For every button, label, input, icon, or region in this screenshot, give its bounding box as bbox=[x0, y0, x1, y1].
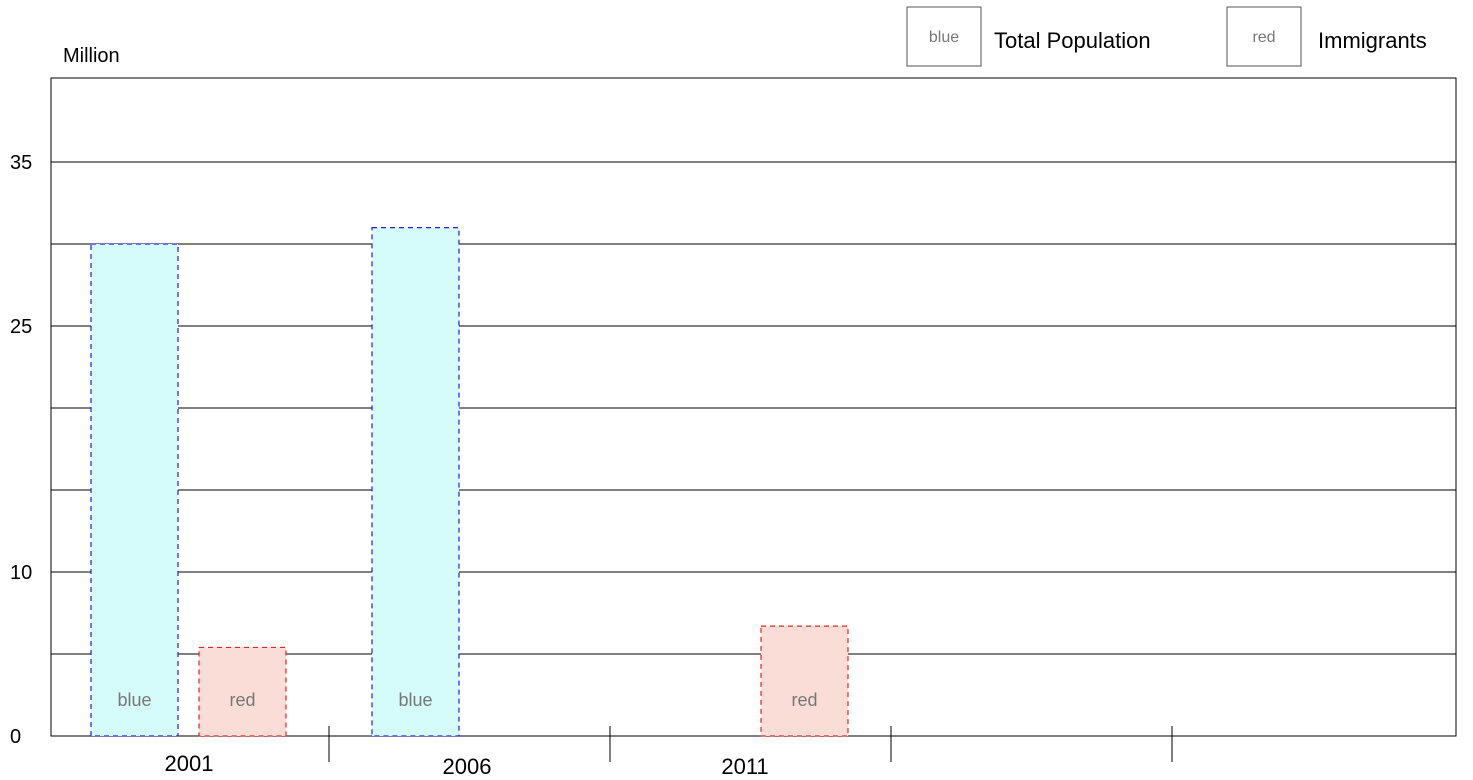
bars: blue blue red red bbox=[90, 227, 849, 737]
bar-red bbox=[760, 625, 849, 737]
legend: blue Total Population red Immigrants bbox=[906, 6, 1427, 67]
y-tick-labels: 0 10 25 35 bbox=[10, 152, 32, 748]
bar-label: blue bbox=[398, 690, 432, 710]
bar-label: red bbox=[229, 690, 255, 710]
legend-label: Total Population bbox=[994, 28, 1151, 53]
legend-label: Immigrants bbox=[1318, 28, 1427, 53]
bar-red bbox=[198, 646, 287, 737]
legend-swatch-text: red bbox=[1252, 29, 1275, 46]
plot-frame bbox=[50, 77, 1457, 737]
bar-blue bbox=[371, 227, 460, 737]
legend-swatch bbox=[1226, 6, 1302, 67]
y-tick-label: 35 bbox=[10, 152, 32, 174]
y-tick-label: 10 bbox=[10, 562, 32, 584]
bar-label: blue bbox=[117, 690, 151, 710]
bar-blue bbox=[90, 243, 179, 737]
y-axis-label: Million bbox=[63, 45, 120, 67]
y-tick-label: 25 bbox=[10, 316, 32, 338]
x-tick-label: 2001 bbox=[165, 751, 214, 776]
x-ticks: 2001 2006 2011 bbox=[165, 726, 1173, 779]
legend-swatch-text: blue bbox=[929, 29, 959, 46]
x-tick-label: 2011 bbox=[721, 754, 768, 779]
y-tick-label: 0 bbox=[10, 726, 21, 748]
x-tick-label: 2006 bbox=[443, 754, 492, 779]
bar-label: red bbox=[791, 690, 817, 710]
legend-swatch bbox=[906, 6, 982, 67]
gridlines bbox=[51, 161, 1456, 655]
